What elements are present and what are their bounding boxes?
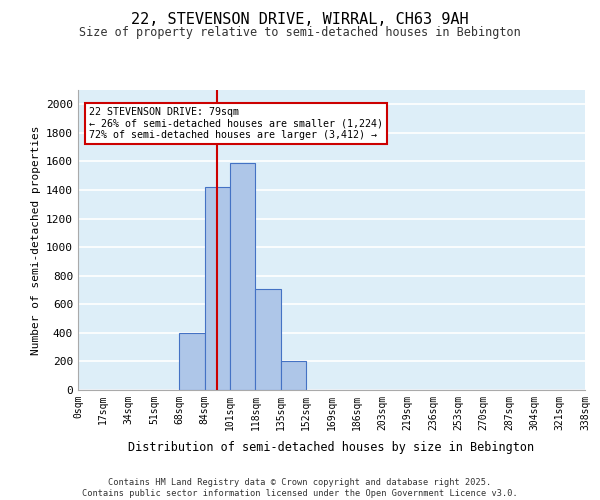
Bar: [205, 187, 230, 390]
Bar: [256, 288, 281, 390]
Y-axis label: Number of semi-detached properties: Number of semi-detached properties: [31, 125, 41, 355]
Text: Contains HM Land Registry data © Crown copyright and database right 2025.
Contai: Contains HM Land Registry data © Crown c…: [82, 478, 518, 498]
Bar: [230, 163, 256, 390]
X-axis label: Distribution of semi-detached houses by size in Bebington: Distribution of semi-detached houses by …: [128, 441, 535, 454]
Bar: [281, 360, 306, 390]
Text: 22 STEVENSON DRIVE: 79sqm
← 26% of semi-detached houses are smaller (1,224)
72% : 22 STEVENSON DRIVE: 79sqm ← 26% of semi-…: [89, 107, 383, 140]
Bar: [179, 333, 205, 390]
Text: Size of property relative to semi-detached houses in Bebington: Size of property relative to semi-detach…: [79, 26, 521, 39]
Text: 22, STEVENSON DRIVE, WIRRAL, CH63 9AH: 22, STEVENSON DRIVE, WIRRAL, CH63 9AH: [131, 12, 469, 28]
